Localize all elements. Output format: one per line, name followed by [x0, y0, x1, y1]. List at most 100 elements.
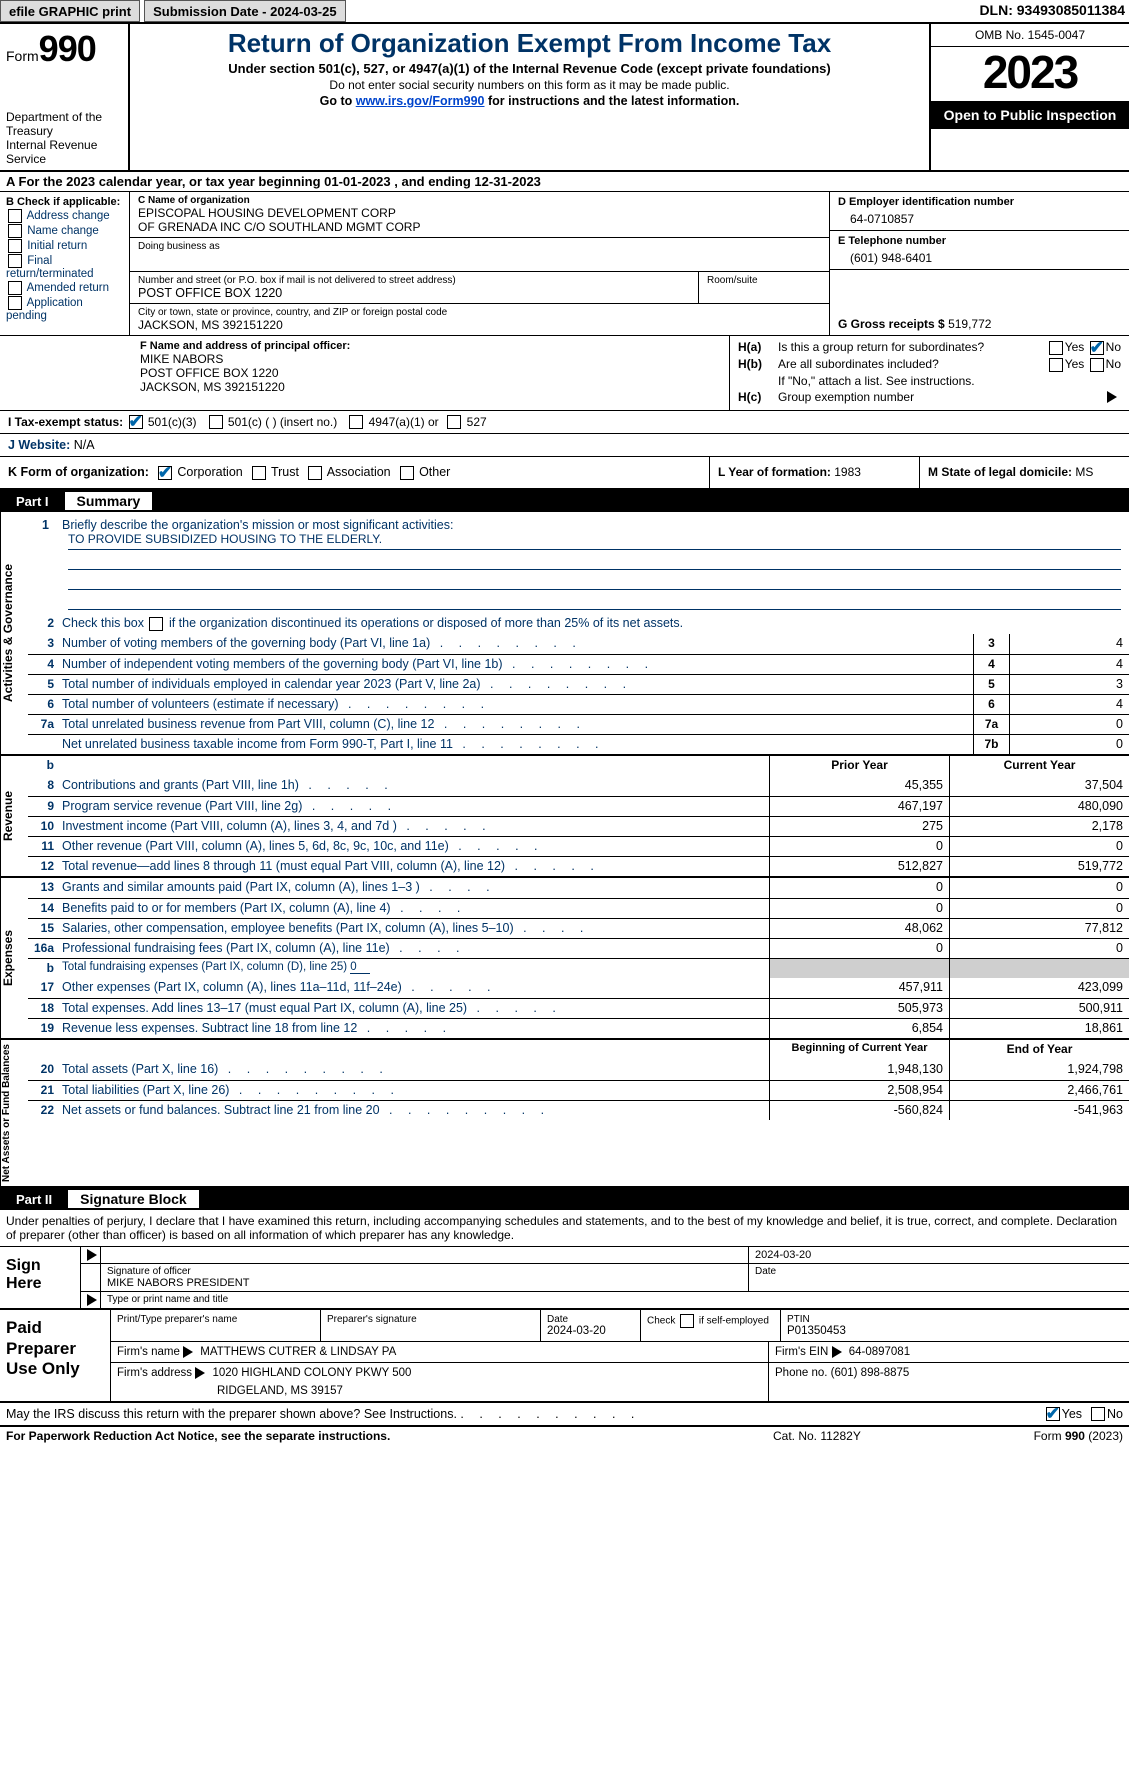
firm-ein-label: Firm's EIN [775, 1346, 832, 1358]
chk-address-change[interactable]: Address change [6, 209, 123, 223]
summary-expenses: Expenses 13Grants and similar amounts pa… [0, 878, 1129, 1040]
firm-name: MATTHEWS CUTRER & LINDSAY PA [200, 1346, 396, 1358]
officer-label: F Name and address of principal officer: [140, 340, 721, 352]
revenue-line: 8Contributions and grants (Part VIII, li… [28, 776, 1129, 796]
expense-line: 19Revenue less expenses. Subtract line 1… [28, 1018, 1129, 1038]
arrow-icon [1107, 391, 1117, 403]
dba-label: Doing business as [138, 241, 821, 252]
ein-value: 64-0710857 [838, 212, 1121, 226]
firm-addr1: 1020 HIGHLAND COLONY PKWY 500 [212, 1367, 411, 1379]
discuss-no-chk[interactable] [1091, 1407, 1105, 1421]
revenue-line: 10Investment income (Part VIII, column (… [28, 816, 1129, 836]
section-bcd: B Check if applicable: Address change Na… [0, 192, 1129, 336]
sig-officer-label: Signature of officer [107, 1266, 742, 1277]
officer-addr1: POST OFFICE BOX 1220 [140, 366, 721, 380]
vtab-revenue: Revenue [0, 756, 28, 876]
prep-sig-label: Preparer's signature [321, 1310, 541, 1341]
firm-phone-label: Phone no. [775, 1367, 831, 1379]
irs-link[interactable]: www.irs.gov/Form990 [356, 94, 485, 108]
discuss-row: May the IRS discuss this return with the… [0, 1403, 1129, 1427]
part2-title: Signature Block [68, 1190, 199, 1208]
chk-trust[interactable] [252, 466, 266, 480]
colhead-current: Current Year [949, 756, 1129, 776]
chk-final-return[interactable]: Final return/terminated [6, 254, 123, 280]
sign-here-block: SignHere 2024-03-20 Signature of officer… [0, 1247, 1129, 1310]
k-form-org: K Form of organization: Corporation Trus… [0, 457, 709, 488]
chk-other[interactable] [400, 466, 414, 480]
dept-irs: Internal Revenue Service [6, 138, 122, 166]
expense-line: 14Benefits paid to or for members (Part … [28, 898, 1129, 918]
discuss-yes-chk[interactable] [1046, 1407, 1060, 1421]
netasset-line: 20Total assets (Part X, line 16) . . . .… [28, 1060, 1129, 1080]
form-header: Form990 Department of the Treasury Inter… [0, 24, 1129, 172]
tel-value: (601) 948-6401 [838, 251, 1121, 265]
expense-line: 17Other expenses (Part IX, column (A), l… [28, 978, 1129, 998]
chk-corporation[interactable] [158, 466, 172, 480]
row-klm: K Form of organization: Corporation Trus… [0, 457, 1129, 490]
col-b-header: B Check if applicable: [6, 196, 123, 208]
sig-type-label: Type or print name and title [101, 1292, 1129, 1308]
chk-amended-return[interactable]: Amended return [6, 281, 123, 295]
expense-line: 13Grants and similar amounts paid (Part … [28, 878, 1129, 898]
sign-date: 2024-03-20 [749, 1247, 1129, 1263]
chk-self-employed[interactable] [680, 1314, 694, 1328]
expense-line: 15Salaries, other compensation, employee… [28, 918, 1129, 938]
chk-501c3[interactable] [129, 415, 143, 429]
ha-no-chk[interactable] [1090, 341, 1104, 355]
open-to-public: Open to Public Inspection [931, 101, 1129, 129]
ptin-value: P01350453 [787, 1325, 1123, 1337]
gross-value: 519,772 [948, 317, 991, 331]
form-number: Form990 [6, 28, 122, 70]
chk-association[interactable] [308, 466, 322, 480]
omb-number: OMB No. 1545-0047 [931, 24, 1129, 47]
chk-name-change[interactable]: Name change [6, 224, 123, 238]
chk-application-pending[interactable]: Application pending [6, 296, 123, 322]
ha-yes-chk[interactable] [1049, 341, 1063, 355]
chk-527[interactable] [447, 415, 461, 429]
website-label: J Website: [8, 438, 74, 452]
gov-line: 7aTotal unrelated business revenue from … [28, 714, 1129, 734]
arrow-icon [87, 1249, 97, 1261]
firm-addr2: RIDGELAND, MS 39157 [117, 1385, 762, 1397]
chk-4947[interactable] [349, 415, 363, 429]
hc-key: H(c) [738, 390, 778, 404]
prep-date: 2024-03-20 [547, 1325, 634, 1337]
prep-name-label: Print/Type preparer's name [117, 1314, 314, 1325]
sig-officer-name: MIKE NABORS PRESIDENT [107, 1277, 742, 1289]
chk-501c[interactable] [209, 415, 223, 429]
website-value: N/A [74, 438, 95, 452]
form-subtitle-3: Go to www.irs.gov/Form990 for instructio… [138, 94, 921, 108]
paid-preparer-block: Paid Preparer Use Only Print/Type prepar… [0, 1310, 1129, 1403]
footer-form: Form 990 (2023) [973, 1429, 1123, 1443]
l-year-formation: L Year of formation: 1983 [709, 457, 919, 488]
gross-label: G Gross receipts $ [838, 317, 948, 331]
tax-year: 2023 [931, 47, 1129, 101]
street-block: Number and street (or P.O. box if mail i… [130, 272, 829, 304]
m-state-domicile: M State of legal domicile: MS [919, 457, 1129, 488]
hb-yes-chk[interactable] [1049, 358, 1063, 372]
footer: For Paperwork Reduction Act Notice, see … [0, 1427, 1129, 1445]
hb-yn: Yes No [1011, 357, 1121, 372]
header-mid: Return of Organization Exempt From Incom… [130, 24, 929, 170]
org-name-block: C Name of organization EPISCOPAL HOUSING… [130, 192, 829, 238]
summary-revenue: Revenue b Prior Year Current Year 8Contr… [0, 756, 1129, 878]
ha-question: Is this a group return for subordinates? [778, 340, 1011, 354]
chk-initial-return[interactable]: Initial return [6, 239, 123, 253]
line2: Check this box if the organization disco… [58, 614, 1129, 634]
efile-print-button[interactable]: efile GRAPHIC print [0, 0, 140, 22]
row-fh: F Name and address of principal officer:… [0, 336, 1129, 411]
arrow-icon [832, 1346, 842, 1358]
nethead-begin: Beginning of Current Year [769, 1040, 949, 1060]
row-a-tax-year: A For the 2023 calendar year, or tax yea… [0, 172, 1129, 192]
dba-block: Doing business as [130, 238, 829, 272]
vtab-netassets: Net Assets or Fund Balances [0, 1040, 28, 1186]
firm-phone: (601) 898-8875 [831, 1367, 910, 1379]
chk-discontinued[interactable] [149, 617, 163, 631]
revenue-line: 12Total revenue—add lines 8 through 11 (… [28, 856, 1129, 876]
netasset-line: 22Net assets or fund balances. Subtract … [28, 1100, 1129, 1120]
col-b-checkboxes: B Check if applicable: Address change Na… [0, 192, 130, 335]
gov-line: Net unrelated business taxable income fr… [28, 734, 1129, 754]
hb-no-chk[interactable] [1090, 358, 1104, 372]
org-name: EPISCOPAL HOUSING DEVELOPMENT CORP OF GR… [138, 206, 821, 234]
expense-line: 16aProfessional fundraising fees (Part I… [28, 938, 1129, 958]
